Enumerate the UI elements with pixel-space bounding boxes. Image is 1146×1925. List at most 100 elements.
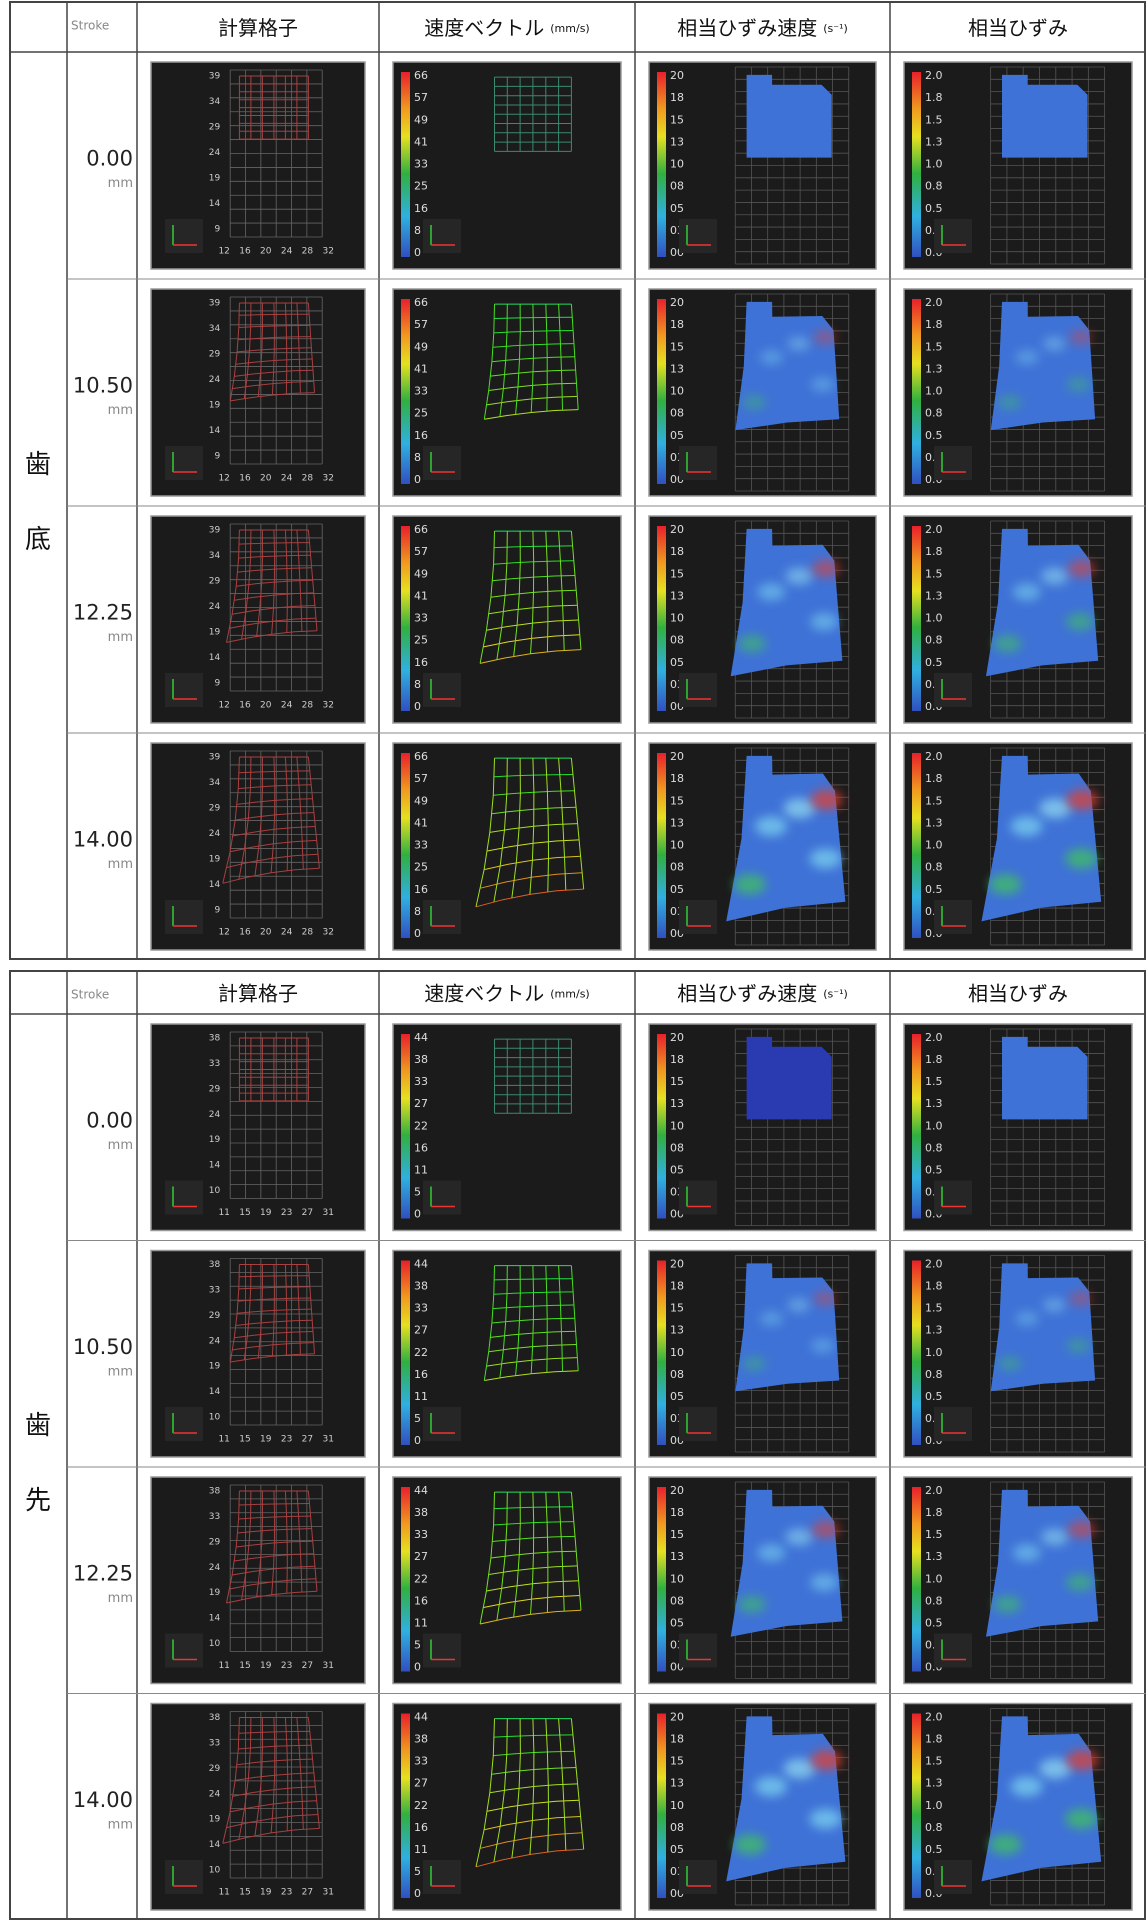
colorbar bbox=[401, 753, 410, 938]
colorbar-label: 18 bbox=[670, 1280, 684, 1293]
axis-label: 38 bbox=[209, 1260, 221, 1270]
axis-label: 39 bbox=[209, 299, 221, 309]
colorbar-label: 18 bbox=[670, 545, 684, 558]
axis-icon-box bbox=[679, 219, 717, 253]
colorbar-label: 41 bbox=[414, 362, 428, 375]
colorbar-label: 0.5 bbox=[925, 1843, 943, 1856]
axis-label: 24 bbox=[209, 1336, 221, 1346]
colorbar-label: 5 bbox=[414, 1638, 421, 1651]
axis-icon-box bbox=[934, 1407, 972, 1441]
stroke-unit: mm bbox=[108, 1591, 133, 1606]
field-spot bbox=[811, 377, 834, 392]
field-spot bbox=[998, 1356, 1021, 1371]
colorbar-label: 1.3 bbox=[925, 816, 943, 829]
colorbar-label: 22 bbox=[414, 1799, 428, 1812]
colorbar-label: 0 bbox=[414, 927, 421, 940]
field-spot bbox=[810, 613, 838, 630]
colorbar bbox=[401, 1714, 410, 1899]
colorbar-label: 38 bbox=[414, 1053, 428, 1066]
colorbar bbox=[657, 753, 666, 938]
field-spot bbox=[1066, 1574, 1094, 1591]
axis-icon-box bbox=[423, 1634, 461, 1668]
axis-label: 10 bbox=[209, 1866, 221, 1876]
colorbar-label: 0.8 bbox=[925, 1594, 943, 1607]
axis-label: 14 bbox=[209, 880, 221, 890]
axis-label: 19 bbox=[260, 1208, 272, 1218]
colorbar-label: 08 bbox=[670, 1821, 684, 1834]
colorbar-label: 5 bbox=[414, 1865, 421, 1878]
stroke-value: 12.25 bbox=[73, 1561, 133, 1585]
field-spot bbox=[755, 816, 787, 836]
colorbar-label: 15 bbox=[670, 1302, 684, 1315]
column-header: 相当ひずみ速度(s⁻¹) bbox=[677, 981, 848, 1005]
field-spot bbox=[989, 874, 1021, 894]
axis-icon-box bbox=[165, 446, 203, 480]
colorbar-label: 16 bbox=[414, 1594, 428, 1607]
axis-icon-box bbox=[679, 900, 717, 934]
axis-label: 33 bbox=[209, 1059, 220, 1069]
colorbar-label: 15 bbox=[670, 794, 684, 807]
colorbar-label: 38 bbox=[414, 1280, 428, 1293]
field-spot bbox=[1069, 330, 1092, 345]
axis-label: 34 bbox=[209, 778, 221, 788]
axis-label: 15 bbox=[239, 1208, 250, 1218]
stroke-value: 10.50 bbox=[73, 374, 133, 398]
field-spot bbox=[1066, 790, 1098, 810]
axis-label: 19 bbox=[209, 1362, 221, 1372]
colorbar-label: 1.0 bbox=[925, 385, 943, 398]
axis-label: 16 bbox=[239, 701, 251, 711]
colorbar-label: 5 bbox=[414, 1412, 421, 1425]
colorbar-label: 1.8 bbox=[925, 1280, 943, 1293]
colorbar-label: 1.8 bbox=[925, 91, 943, 104]
colorbar-label: 05 bbox=[670, 202, 684, 215]
axis-label: 34 bbox=[209, 97, 221, 107]
colorbar-label: 0.8 bbox=[925, 1368, 943, 1381]
field-spot bbox=[1065, 1809, 1097, 1829]
axis-label: 24 bbox=[209, 148, 221, 158]
axis-icon-box bbox=[679, 1634, 717, 1668]
axis-label: 28 bbox=[302, 247, 314, 257]
axis-label: 12 bbox=[218, 247, 229, 257]
colorbar-label: 1.0 bbox=[925, 839, 943, 852]
result-panel: 201815131008050300 bbox=[649, 743, 876, 950]
colorbar-label: 8 bbox=[414, 678, 421, 691]
axis-icon-box bbox=[423, 673, 461, 707]
axis-label: 32 bbox=[322, 701, 333, 711]
axis-label: 16 bbox=[239, 247, 251, 257]
colorbar-label: 1.3 bbox=[925, 1550, 943, 1563]
axis-label: 28 bbox=[302, 474, 314, 484]
axis-icon-box bbox=[934, 1860, 972, 1894]
colorbar bbox=[657, 1034, 666, 1219]
result-panel: 201815131008050300 bbox=[649, 516, 876, 723]
field-spot bbox=[1039, 798, 1071, 818]
colorbar-label: 1.5 bbox=[925, 1302, 943, 1315]
axis-icon-box bbox=[934, 900, 972, 934]
field-spot bbox=[1013, 1544, 1041, 1561]
axis-label: 12 bbox=[218, 701, 229, 711]
strain-field bbox=[735, 302, 839, 430]
axis-label: 31 bbox=[322, 1888, 333, 1898]
colorbar-label: 41 bbox=[414, 135, 428, 148]
colorbar-label: 49 bbox=[414, 794, 428, 807]
colorbar-label: 27 bbox=[414, 1550, 428, 1563]
result-panel: 2.01.81.51.31.00.80.50.30.0 bbox=[904, 516, 1132, 723]
axis-icon-box bbox=[423, 446, 461, 480]
result-panel: 6657494133251680 bbox=[393, 289, 621, 496]
axis-label: 15 bbox=[239, 1435, 250, 1445]
field-spot bbox=[1065, 849, 1097, 869]
axis-label: 9 bbox=[214, 906, 220, 916]
axis-label: 24 bbox=[281, 247, 293, 257]
colorbar-label: 0 bbox=[414, 1887, 421, 1900]
colorbar bbox=[912, 526, 921, 711]
colorbar-label: 0.8 bbox=[925, 407, 943, 420]
strain-field bbox=[747, 75, 832, 158]
colorbar-label: 66 bbox=[414, 750, 428, 763]
axis-icon-box bbox=[934, 446, 972, 480]
stroke-value: 14.00 bbox=[73, 1788, 133, 1812]
axis-label: 19 bbox=[260, 1888, 272, 1898]
axis-label: 27 bbox=[302, 1435, 313, 1445]
axis-label: 11 bbox=[218, 1208, 229, 1218]
axis-label: 11 bbox=[218, 1661, 229, 1671]
result-table: Stroke計算格子速度ベクトル(mm/s)相当ひずみ速度(s⁻¹)相当ひずみ歯… bbox=[10, 2, 1146, 959]
axis-label: 24 bbox=[281, 701, 293, 711]
